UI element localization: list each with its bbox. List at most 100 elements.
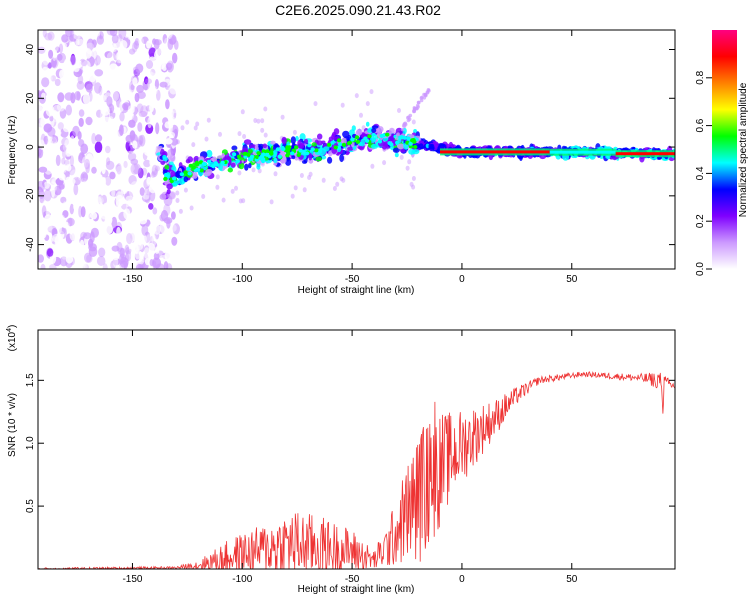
noise-blob xyxy=(93,201,100,211)
noise-blob xyxy=(157,200,164,209)
signal-core xyxy=(330,140,335,145)
noise-blob xyxy=(39,139,45,151)
noise-blob xyxy=(76,80,85,90)
scatter-point xyxy=(218,131,222,137)
scatter-point xyxy=(411,184,416,190)
noise-blob xyxy=(64,139,70,149)
noise-blob xyxy=(101,164,106,175)
signal-blob xyxy=(273,157,278,164)
noise-blob xyxy=(164,121,172,129)
noise-blob xyxy=(153,31,162,42)
noise-blob xyxy=(62,164,67,173)
signal-core xyxy=(258,156,263,161)
scatter-point xyxy=(407,159,412,165)
noise-blob xyxy=(153,224,161,235)
signal-blob xyxy=(365,121,370,127)
signal-core xyxy=(169,179,174,184)
noise-blob xyxy=(150,171,156,178)
signal-blob xyxy=(394,152,399,158)
spectrogram-y-tick-label: 0 xyxy=(25,144,36,150)
noise-blob xyxy=(54,78,61,87)
noise-blob xyxy=(85,42,95,51)
signal-blob xyxy=(302,160,307,164)
noise-blob xyxy=(150,68,156,76)
signal-blob xyxy=(247,148,253,154)
signal-core xyxy=(246,152,251,157)
colorbar-tick-label: 0.8 xyxy=(695,70,706,84)
signal-blob xyxy=(172,180,180,186)
noise-blob xyxy=(101,176,107,186)
noise-blob xyxy=(156,110,162,118)
noise-blob xyxy=(149,102,154,113)
noise-blob xyxy=(134,248,141,260)
signal-blob xyxy=(205,169,213,174)
noise-blob xyxy=(44,214,53,226)
scatter-point xyxy=(299,173,304,178)
noise-blob xyxy=(105,160,115,170)
noise-blob xyxy=(116,226,121,237)
noise-blob xyxy=(85,153,94,164)
noise-blob xyxy=(104,215,113,226)
noise-blob xyxy=(101,194,107,205)
noise-blob xyxy=(131,214,137,225)
signal-blob xyxy=(227,167,233,173)
signal-blob xyxy=(291,155,296,160)
signal-core xyxy=(290,151,295,156)
noise-blob xyxy=(95,134,103,143)
noise-blob xyxy=(54,129,62,137)
noise-blob xyxy=(57,224,63,234)
noise-blob xyxy=(105,145,111,154)
noise-blob xyxy=(68,178,76,185)
scatter-point xyxy=(405,165,410,171)
noise-blob xyxy=(111,252,120,261)
noise-blob xyxy=(111,34,119,44)
noise-blob xyxy=(47,62,52,69)
noise-blob xyxy=(73,64,80,73)
spectrogram-x-tick-label: -100 xyxy=(232,274,252,285)
noise-blob xyxy=(43,189,52,202)
noise-blob xyxy=(132,140,138,149)
multiplier-suffix: ) xyxy=(7,325,18,328)
scatter-point xyxy=(359,112,363,118)
noise-blob xyxy=(80,206,86,218)
signal-core xyxy=(406,136,411,141)
noise-blob xyxy=(62,201,67,209)
noise-blob xyxy=(132,77,138,87)
noise-blob xyxy=(128,119,136,128)
scatter-point xyxy=(397,108,401,113)
signal-core xyxy=(179,172,185,177)
noise-blob xyxy=(88,72,97,83)
noise-blob xyxy=(115,194,124,207)
signal-blob xyxy=(316,140,323,146)
signal-blob xyxy=(282,151,287,160)
noise-blob xyxy=(89,143,95,154)
noise-blob xyxy=(38,180,45,193)
signal-blob xyxy=(183,176,188,183)
noise-blob xyxy=(159,81,168,88)
scatter-point xyxy=(411,119,416,125)
signal-blob xyxy=(315,156,322,162)
noise-blob xyxy=(159,221,166,234)
noise-blob xyxy=(84,252,92,263)
noise-blob xyxy=(40,243,48,249)
noise-blob xyxy=(157,57,166,70)
noise-blob xyxy=(136,84,145,93)
noise-blob xyxy=(97,187,103,195)
signal-core xyxy=(256,151,261,156)
signal-blob xyxy=(349,129,355,136)
noise-blob xyxy=(93,181,103,188)
spectrogram-y-tick-label: 20 xyxy=(25,92,36,104)
noise-blob xyxy=(144,148,154,157)
scatter-point xyxy=(183,187,188,193)
signal-blob xyxy=(339,154,344,163)
noise-blob xyxy=(132,195,138,202)
noise-blob xyxy=(96,256,106,266)
noise-blob xyxy=(111,91,120,102)
noise-blob xyxy=(130,181,139,191)
noise-blob xyxy=(47,31,55,41)
scatter-point xyxy=(189,205,194,211)
signal-blob xyxy=(162,154,167,160)
scatter-point xyxy=(340,102,345,108)
noise-blob xyxy=(43,53,49,64)
